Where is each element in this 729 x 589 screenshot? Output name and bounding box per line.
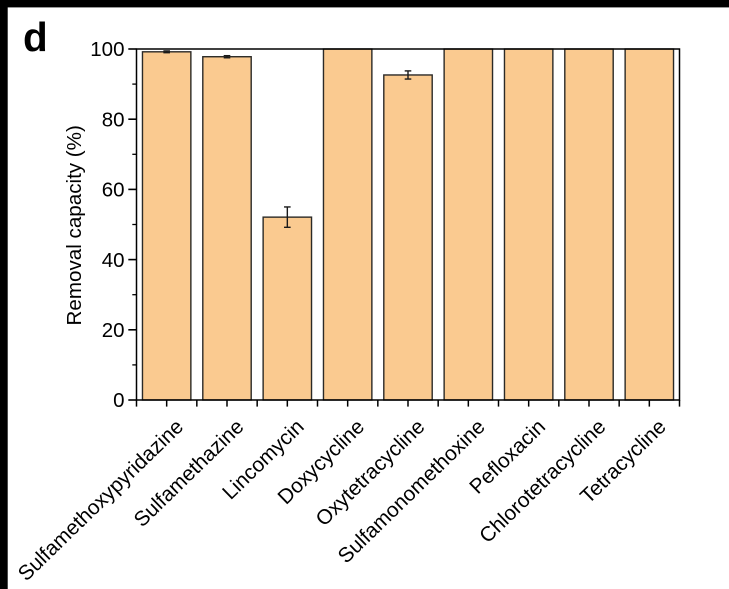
svg-text:100: 100 [90,38,124,61]
svg-text:0: 0 [113,389,124,412]
svg-text:20: 20 [102,319,125,342]
svg-text:60: 60 [102,179,125,202]
svg-text:Removal capacity (%): Removal capacity (%) [63,125,86,325]
svg-text:80: 80 [102,108,125,131]
svg-text:40: 40 [102,249,125,272]
svg-text:d: d [23,14,48,60]
